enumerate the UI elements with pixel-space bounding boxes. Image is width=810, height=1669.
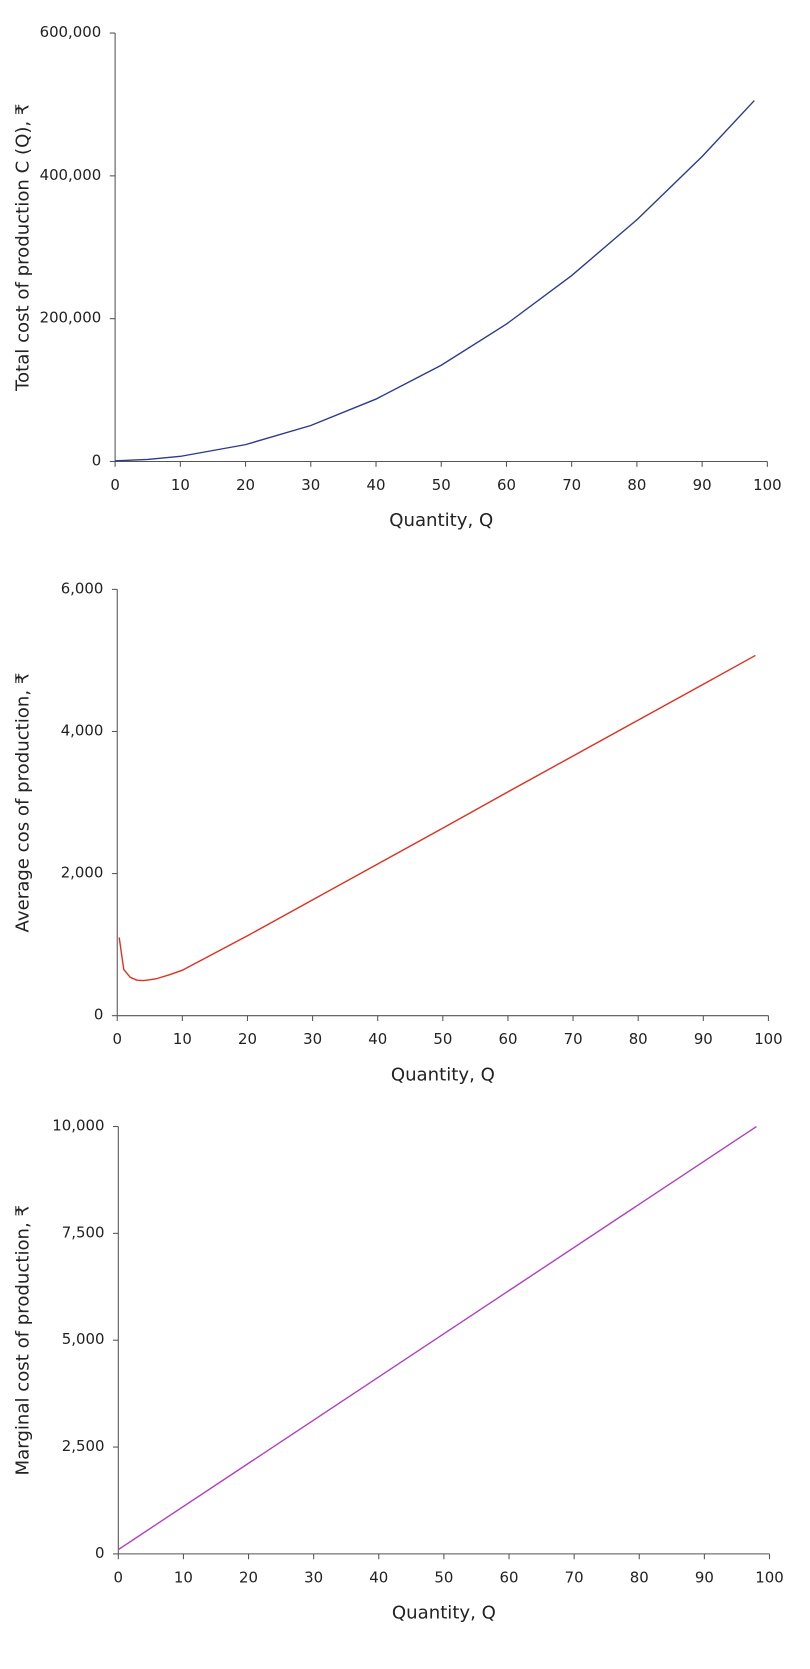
- x-tick-label: 90: [695, 1568, 714, 1586]
- y-tick-label: 0: [94, 1006, 103, 1024]
- x-tick-label: 70: [565, 1568, 584, 1586]
- y-tick-label: 2,500: [62, 1437, 105, 1455]
- cost-line: [118, 654, 756, 982]
- x-tick-label: 80: [630, 1568, 649, 1586]
- y-tick-label: 200,000: [40, 309, 102, 327]
- x-tick-label: 0: [112, 1030, 121, 1048]
- x-tick-label: 30: [301, 476, 320, 494]
- x-tick-label: 60: [498, 1030, 517, 1048]
- x-axis-label: Quantity, Q: [392, 1603, 496, 1624]
- y-tick-label: 4,000: [61, 721, 104, 739]
- x-tick-label: 100: [755, 1568, 783, 1586]
- y-tick-label: 6,000: [61, 579, 104, 597]
- x-tick-label: 20: [238, 1030, 257, 1048]
- y-tick-label: 400,000: [40, 166, 102, 184]
- x-tick-label: 50: [434, 1568, 453, 1586]
- x-tick-label: 40: [368, 1030, 387, 1048]
- y-tick-label: 7,500: [62, 1223, 105, 1241]
- x-tick-label: 70: [562, 476, 581, 494]
- x-tick-label: 30: [304, 1568, 323, 1586]
- cost-line: [117, 1125, 757, 1551]
- x-tick-label: 80: [627, 476, 646, 494]
- x-tick-label: 20: [236, 476, 255, 494]
- x-tick-label: 90: [694, 1030, 713, 1048]
- x-tick-label: 40: [367, 476, 386, 494]
- x-tick-label: 80: [629, 1030, 648, 1048]
- x-tick-label: 60: [500, 1568, 519, 1586]
- x-tick-label: 0: [110, 476, 119, 494]
- x-tick-label: 40: [369, 1568, 388, 1586]
- x-tick-label: 30: [303, 1030, 322, 1048]
- y-axis-label: Marginal cost of production, ₹: [12, 1205, 33, 1476]
- x-tick-label: 60: [497, 476, 516, 494]
- y-tick-label: 0: [92, 451, 101, 469]
- x-tick-label: 70: [564, 1030, 583, 1048]
- x-tick-label: 100: [753, 476, 781, 494]
- y-axis-label: Total cost of production C (Q), ₹: [12, 104, 33, 392]
- y-tick-label: 2,000: [61, 864, 104, 882]
- cost-line: [115, 100, 755, 462]
- x-tick-label: 10: [171, 476, 190, 494]
- x-axis-label: Quantity, Q: [389, 510, 493, 531]
- x-tick-label: 100: [754, 1030, 782, 1048]
- x-tick-label: 50: [433, 1030, 452, 1048]
- x-tick-label: 50: [432, 476, 451, 494]
- y-tick-label: 5,000: [62, 1330, 105, 1348]
- x-tick-label: 0: [114, 1568, 123, 1586]
- x-tick-label: 10: [173, 1030, 192, 1048]
- y-tick-label: 0: [95, 1544, 104, 1562]
- y-tick-label: 10,000: [52, 1117, 104, 1135]
- x-axis-label: Quantity, Q: [391, 1064, 495, 1085]
- x-tick-label: 90: [693, 476, 712, 494]
- y-axis-label: Average cos of production, ₹: [12, 673, 33, 933]
- x-tick-label: 20: [239, 1568, 258, 1586]
- x-tick-label: 10: [174, 1568, 193, 1586]
- y-tick-label: 600,000: [40, 23, 102, 41]
